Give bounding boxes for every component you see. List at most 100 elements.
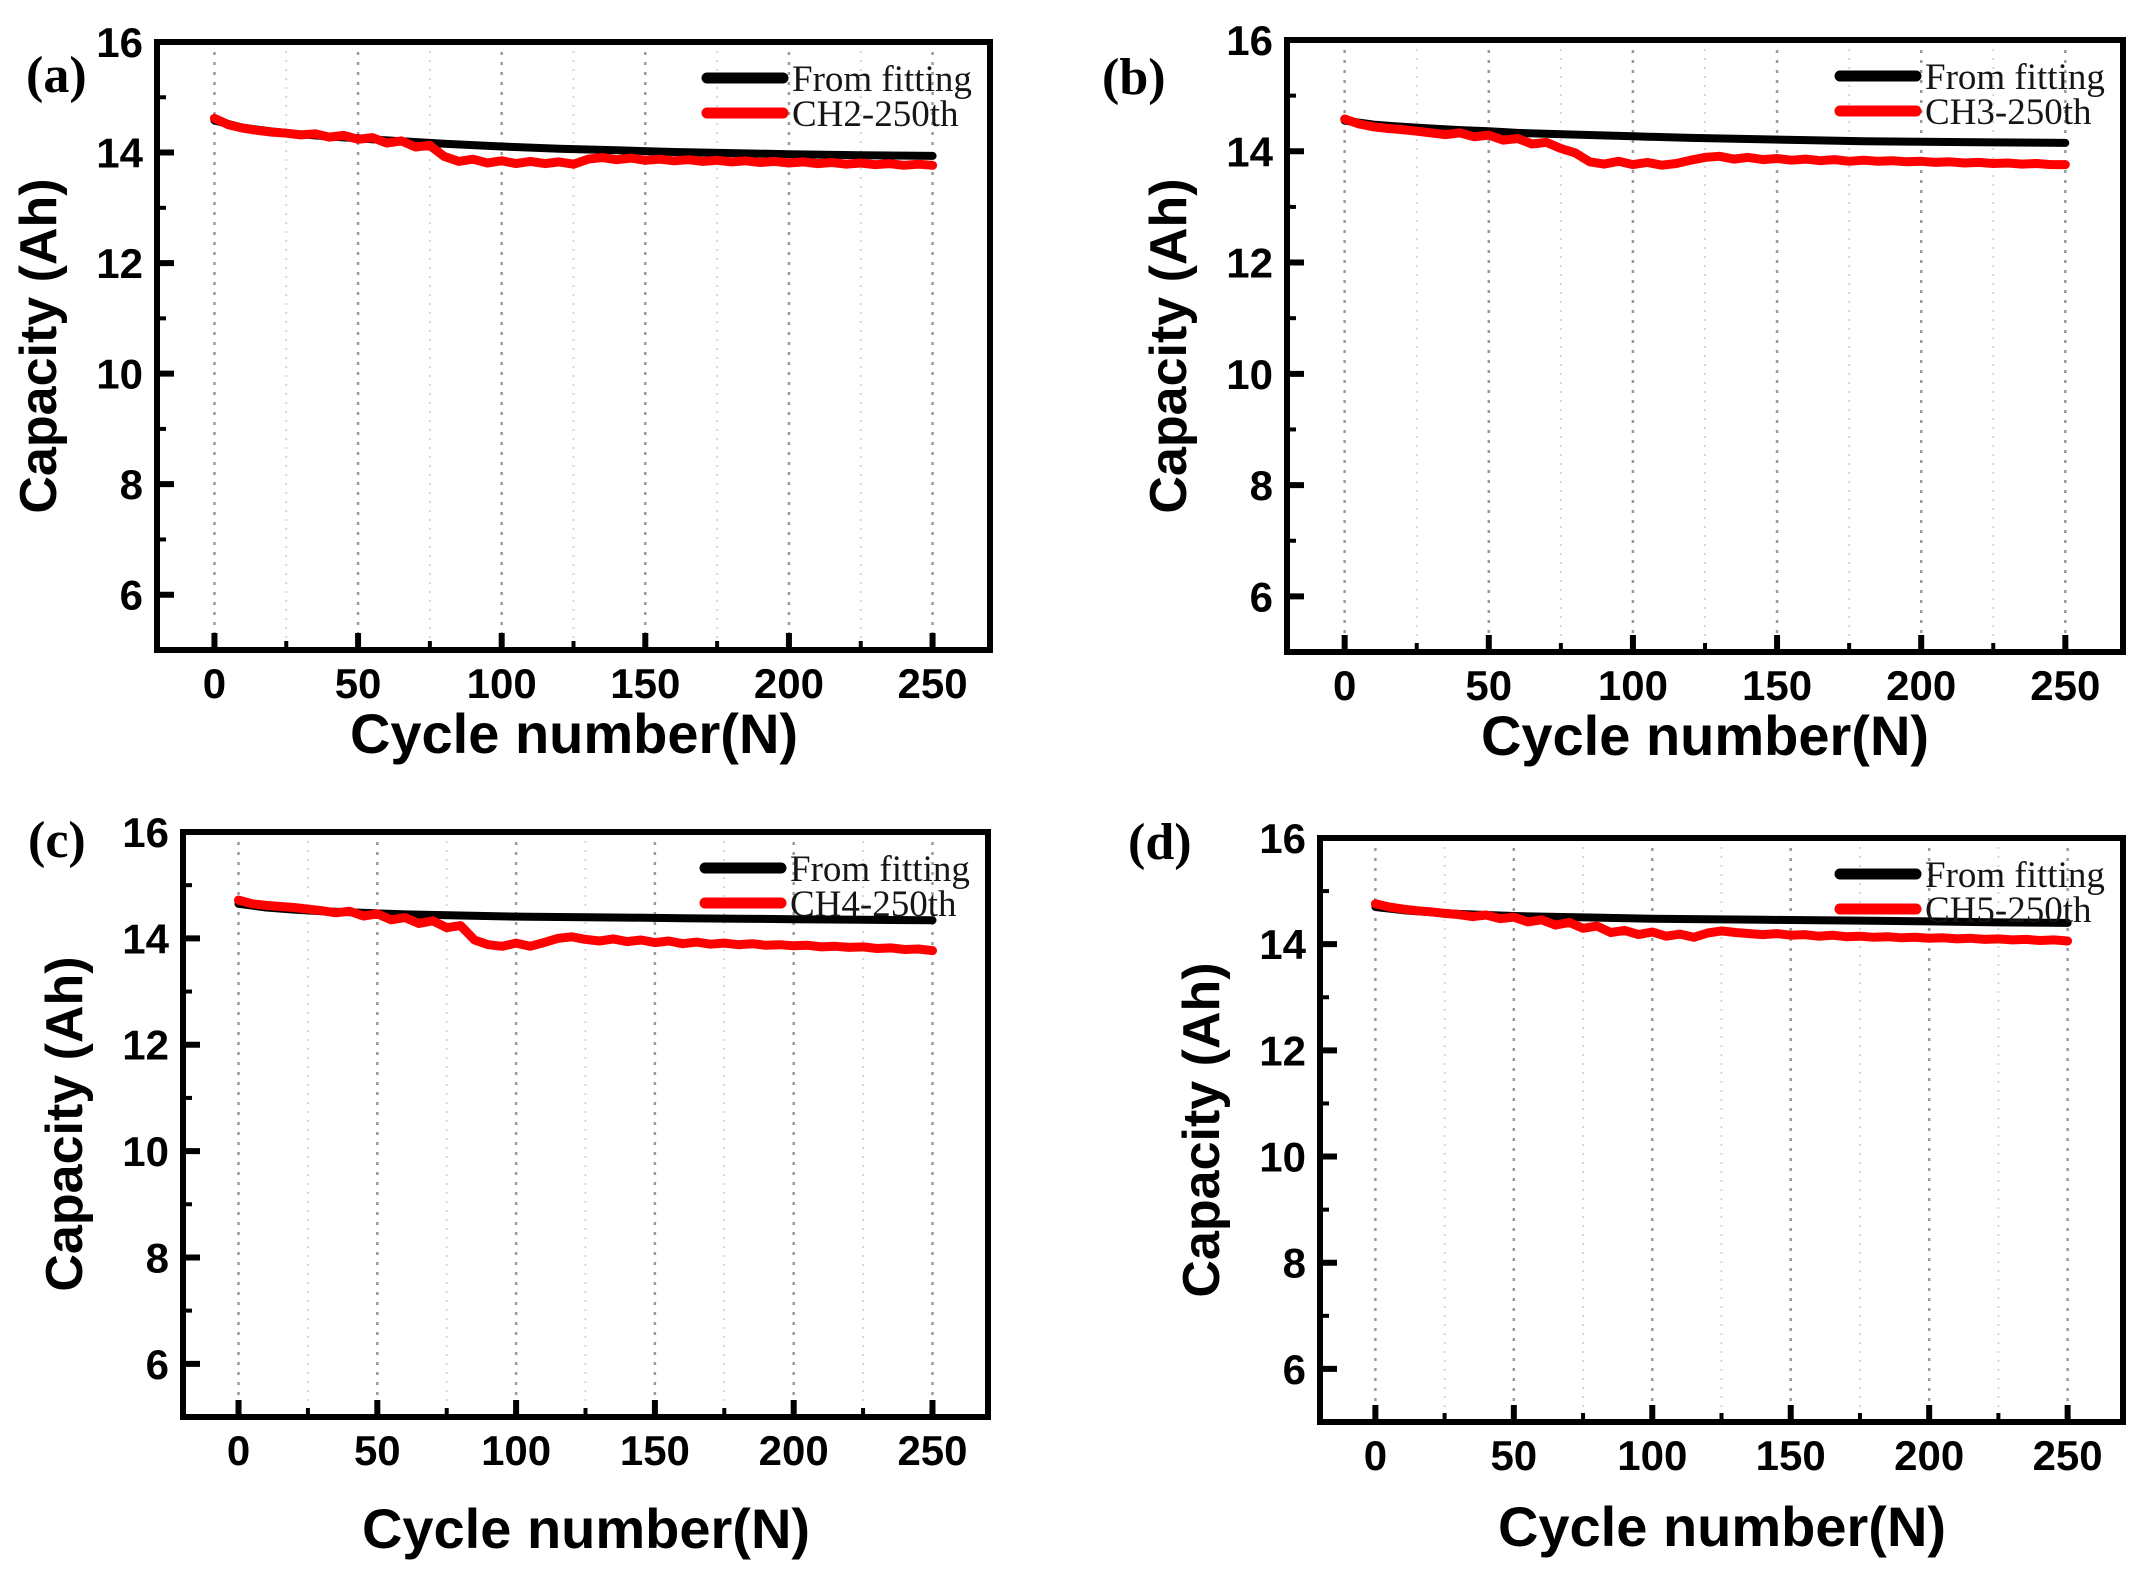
svg-text:14: 14 xyxy=(1259,921,1306,968)
panel-label-b: (b) xyxy=(1102,49,1166,106)
svg-text:200: 200 xyxy=(754,660,824,707)
svg-text:16: 16 xyxy=(96,19,143,66)
svg-text:250: 250 xyxy=(2033,1432,2103,1479)
svg-text:50: 50 xyxy=(1490,1432,1537,1479)
svg-text:14: 14 xyxy=(122,915,169,962)
svg-text:150: 150 xyxy=(1756,1432,1826,1479)
svg-text:10: 10 xyxy=(96,351,143,398)
svg-text:150: 150 xyxy=(1742,662,1812,709)
svg-text:250: 250 xyxy=(897,1427,967,1474)
grid-major xyxy=(237,832,934,1417)
x-axis-title-d: Cycle number(N) xyxy=(1497,1495,1947,1558)
svg-text:8: 8 xyxy=(120,461,143,508)
y-axis-title-c: Capacity (Ah) xyxy=(36,956,94,1292)
chart-svg-a: 0 50 100 150 200 250 6 8 10 12 14 16 From fittingCH2… xyxy=(96,19,993,707)
x-ticks xyxy=(1372,1405,2071,1422)
series-measured xyxy=(234,895,937,956)
x-axis-title-b: Cycle number(N) xyxy=(1480,704,1930,767)
svg-text:100: 100 xyxy=(481,1427,551,1474)
svg-text:0: 0 xyxy=(203,660,226,707)
grid-major xyxy=(1374,838,2069,1422)
legend-label-0: From fitting xyxy=(1925,855,2105,896)
y-ticks xyxy=(157,39,174,652)
chart-svg-c: 0 50 100 150 200 250 6 8 10 12 14 16 From fittingCH4… xyxy=(122,809,991,1474)
x-axis-title-c: Cycle number(N) xyxy=(361,1497,811,1560)
panel-label-d: (d) xyxy=(1128,814,1192,871)
legend-label-0: From fitting xyxy=(792,59,972,100)
svg-text:0: 0 xyxy=(1364,1432,1387,1479)
svg-text:0: 0 xyxy=(227,1427,250,1474)
y-tick-labels: 6 8 10 12 14 16 xyxy=(122,809,169,1388)
y-ticks xyxy=(1287,37,1304,654)
svg-text:10: 10 xyxy=(122,1128,169,1175)
svg-text:12: 12 xyxy=(122,1022,169,1069)
legend-label-0: From fitting xyxy=(1925,57,2105,98)
chart-c: 0 50 100 150 200 250 6 8 10 12 14 16 From fitting CH4… xyxy=(0,791,1075,1582)
svg-text:0: 0 xyxy=(1333,662,1356,709)
chart-b: 0 50 100 150 200 250 6 8 10 12 14 16 From fitting CH3… xyxy=(1075,0,2150,791)
svg-text:150: 150 xyxy=(620,1427,690,1474)
grid-minor xyxy=(1415,40,1995,652)
svg-text:8: 8 xyxy=(146,1234,169,1281)
y-tick-labels: 6 8 10 12 14 16 xyxy=(1259,815,1306,1393)
legend-label-1: CH5-250th xyxy=(1925,890,2092,931)
svg-text:100: 100 xyxy=(1598,662,1668,709)
svg-text:12: 12 xyxy=(1259,1027,1306,1074)
svg-text:6: 6 xyxy=(120,572,143,619)
x-tick-labels: 0 50 100 150 200 250 xyxy=(227,1427,968,1474)
series-measured xyxy=(1370,899,2073,946)
x-ticks xyxy=(235,1400,936,1417)
svg-text:50: 50 xyxy=(354,1427,401,1474)
svg-text:50: 50 xyxy=(1465,662,1512,709)
svg-text:50: 50 xyxy=(335,660,382,707)
svg-text:6: 6 xyxy=(146,1341,169,1388)
x-tick-labels: 0 50 100 150 200 250 xyxy=(203,660,968,707)
svg-text:8: 8 xyxy=(1250,462,1273,509)
grid-minor xyxy=(306,832,865,1417)
x-ticks xyxy=(211,633,936,650)
svg-text:200: 200 xyxy=(1886,662,1956,709)
panel-b: 0 50 100 150 200 250 6 8 10 12 14 16 From fitting CH3… xyxy=(1075,0,2150,791)
svg-text:16: 16 xyxy=(1226,17,1273,64)
svg-text:12: 12 xyxy=(1226,240,1273,287)
series-measured xyxy=(1340,114,2070,170)
legend-label-1: CH3-250th xyxy=(1925,92,2092,133)
y-ticks xyxy=(183,829,200,1419)
x-tick-labels: 0 50 100 150 200 250 xyxy=(1333,662,2100,709)
chart-d: 0 50 100 150 200 250 6 8 10 12 14 16 From fitting CH5… xyxy=(1075,791,2150,1582)
x-tick-labels: 0 50 100 150 200 250 xyxy=(1364,1432,2103,1479)
grid-minor xyxy=(1443,838,2000,1422)
x-axis-title-a: Cycle number(N) xyxy=(349,702,799,765)
series-measured xyxy=(209,113,938,170)
legend-label-0: From fitting xyxy=(790,849,970,890)
svg-text:14: 14 xyxy=(1226,128,1273,175)
svg-text:10: 10 xyxy=(1259,1134,1306,1181)
svg-text:8: 8 xyxy=(1283,1240,1306,1287)
panel-a: 0 50 100 150 200 250 6 8 10 12 14 16 From fitting CH2… xyxy=(0,0,1075,791)
svg-text:10: 10 xyxy=(1226,351,1273,398)
svg-text:14: 14 xyxy=(96,130,143,177)
y-axis-title-d: Capacity (Ah) xyxy=(1173,962,1231,1298)
chart-svg-b: 0 50 100 150 200 250 6 8 10 12 14 16 From fittingCH3… xyxy=(1226,17,2126,709)
svg-text:200: 200 xyxy=(759,1427,829,1474)
svg-text:150: 150 xyxy=(610,660,680,707)
y-axis-title-b: Capacity (Ah) xyxy=(1140,178,1198,514)
panel-d: 0 50 100 150 200 250 6 8 10 12 14 16 From fitting CH5… xyxy=(1075,791,2150,1582)
panel-c: 0 50 100 150 200 250 6 8 10 12 14 16 From fitting CH4… xyxy=(0,791,1075,1582)
chart-a: 0 50 100 150 200 250 6 8 10 12 14 16 From fitting CH2… xyxy=(0,0,1075,791)
svg-text:16: 16 xyxy=(1259,815,1306,862)
svg-text:100: 100 xyxy=(467,660,537,707)
svg-text:16: 16 xyxy=(122,809,169,856)
svg-text:6: 6 xyxy=(1250,573,1273,620)
svg-text:200: 200 xyxy=(1894,1432,1964,1479)
y-axis-title-a: Capacity (Ah) xyxy=(10,178,68,514)
x-ticks xyxy=(1341,635,2069,652)
panel-label-c: (c) xyxy=(28,812,86,869)
y-tick-labels: 6 8 10 12 14 16 xyxy=(1226,17,1273,620)
svg-text:250: 250 xyxy=(2030,662,2100,709)
